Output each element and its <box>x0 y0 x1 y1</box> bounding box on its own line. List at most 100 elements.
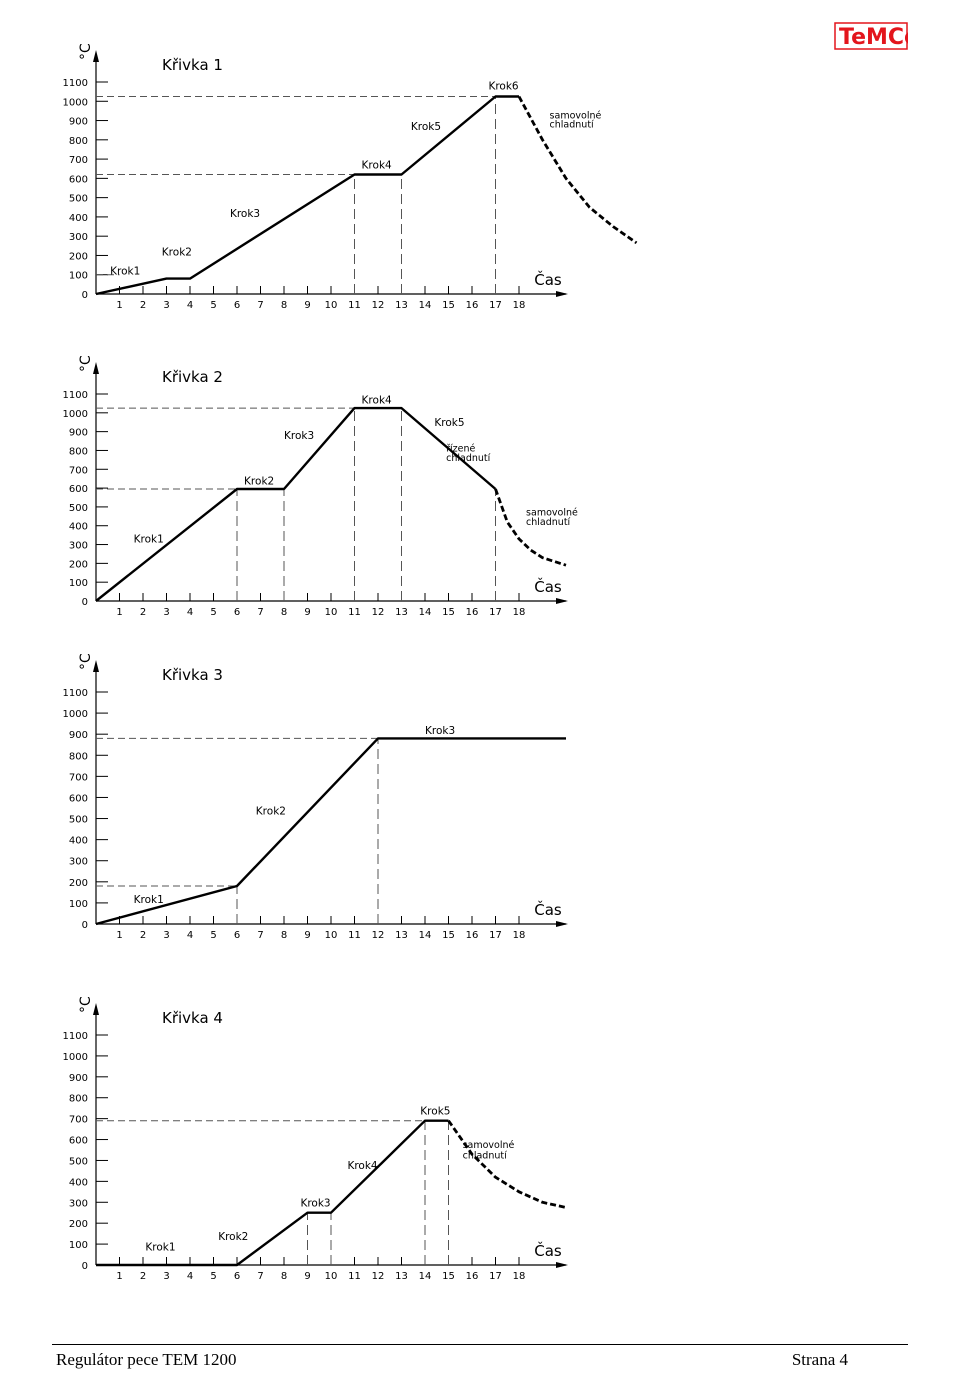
y-tick-label: 300 <box>69 232 88 243</box>
y-tick-label: 1000 <box>63 97 88 108</box>
y-tick-label: 500 <box>69 815 88 826</box>
y-tick-label: 200 <box>69 559 88 570</box>
temco-logo: TeMCo <box>834 22 919 50</box>
y-tick-label: 400 <box>69 213 88 224</box>
y-axis-unit-label: °C <box>78 355 94 372</box>
step-label: Krok2 <box>218 1231 248 1243</box>
footer-page-number: Strana 4 <box>791 1350 848 1369</box>
x-tick-label: 12 <box>372 607 385 618</box>
y-tick-label: 200 <box>69 878 88 889</box>
step-label: chladnutí <box>463 1150 508 1161</box>
y-tick-label: 800 <box>69 1094 88 1105</box>
x-axis-label: Čas <box>534 577 562 596</box>
y-tick-label: 0 <box>82 1261 88 1272</box>
x-tick-label: 14 <box>419 300 432 311</box>
x-tick-label: 8 <box>281 930 287 941</box>
step-label: chladnutí <box>446 453 491 464</box>
y-axis-unit-label: °C <box>78 43 94 60</box>
x-tick-label: 13 <box>395 607 408 618</box>
x-tick-label: 3 <box>163 300 169 311</box>
x-tick-label: 3 <box>163 930 169 941</box>
x-axis-arrow <box>556 291 568 297</box>
step-label: chladnutí <box>526 517 571 528</box>
x-tick-label: 13 <box>395 1271 408 1282</box>
x-tick-label: 3 <box>163 607 169 618</box>
y-tick-label: 700 <box>69 1115 88 1126</box>
y-tick-label: 700 <box>69 772 88 783</box>
y-axis-arrow <box>93 50 99 62</box>
step-label: Krok1 <box>145 1241 175 1253</box>
step-label: Krok2 <box>244 475 274 487</box>
x-tick-label: 3 <box>163 1271 169 1282</box>
step-label: Krok4 <box>362 160 392 172</box>
y-tick-label: 800 <box>69 446 88 457</box>
x-tick-label: 4 <box>187 300 193 311</box>
y-tick-label: 1100 <box>63 1031 88 1042</box>
step-label: Krok3 <box>425 725 455 737</box>
x-tick-label: 14 <box>419 607 432 618</box>
step-label: Krok3 <box>300 1197 330 1209</box>
y-tick-label: 500 <box>69 194 88 205</box>
step-label: Krok3 <box>284 430 314 442</box>
x-tick-label: 14 <box>419 930 432 941</box>
y-tick-label: 100 <box>69 1240 88 1251</box>
y-tick-label: 100 <box>69 271 88 282</box>
x-tick-label: 18 <box>513 1271 526 1282</box>
step-label: Krok5 <box>411 121 441 133</box>
step-label: Krok1 <box>110 266 140 278</box>
y-tick-label: 700 <box>69 155 88 166</box>
y-tick-label: 1000 <box>63 709 88 720</box>
y-tick-label: 200 <box>69 251 88 262</box>
x-tick-label: 7 <box>257 930 263 941</box>
step-label: Krok5 <box>434 417 464 429</box>
x-tick-label: 12 <box>372 930 385 941</box>
y-tick-label: 800 <box>69 751 88 762</box>
step-label: Krok1 <box>134 894 164 906</box>
x-tick-label: 1 <box>116 300 122 311</box>
x-tick-label: 12 <box>372 300 385 311</box>
x-tick-label: 7 <box>257 300 263 311</box>
x-tick-label: 5 <box>210 607 216 618</box>
x-axis-label: Čas <box>534 900 562 919</box>
step-label: řízené <box>446 443 475 454</box>
y-tick-label: 900 <box>69 730 88 741</box>
step-label: samovolné <box>526 507 578 518</box>
y-tick-label: 0 <box>82 597 88 608</box>
y-tick-label: 400 <box>69 522 88 533</box>
x-tick-label: 16 <box>466 300 479 311</box>
x-tick-label: 15 <box>442 930 455 941</box>
y-tick-label: 600 <box>69 1136 88 1147</box>
step-label: Krok6 <box>488 81 518 93</box>
x-tick-label: 17 <box>489 930 502 941</box>
y-tick-label: 0 <box>82 290 88 301</box>
x-tick-label: 4 <box>187 1271 193 1282</box>
footer-rule <box>52 1344 908 1345</box>
x-tick-label: 11 <box>348 1271 361 1282</box>
x-tick-label: 10 <box>325 930 338 941</box>
series-line-solid <box>95 737 566 926</box>
x-tick-label: 9 <box>304 607 310 618</box>
series-line-solid <box>95 95 519 296</box>
y-tick-label: 1100 <box>63 688 88 699</box>
x-tick-label: 2 <box>140 607 146 618</box>
y-tick-label: 500 <box>69 503 88 514</box>
chart-title: Křivka 1 <box>162 56 223 74</box>
x-tick-label: 14 <box>419 1271 432 1282</box>
x-tick-label: 4 <box>187 930 193 941</box>
series-line-solid <box>95 406 497 602</box>
x-tick-label: 5 <box>210 1271 216 1282</box>
x-tick-label: 10 <box>325 1271 338 1282</box>
x-axis-arrow <box>556 921 568 927</box>
x-tick-label: 7 <box>257 1271 263 1282</box>
x-tick-label: 17 <box>489 300 502 311</box>
y-tick-label: 300 <box>69 1198 88 1209</box>
logo-frame <box>834 22 908 50</box>
x-tick-label: 6 <box>234 607 240 618</box>
chart-title: Křivka 2 <box>162 368 223 386</box>
y-axis-unit-label: °C <box>78 996 94 1013</box>
y-tick-label: 900 <box>69 428 88 439</box>
x-axis-arrow <box>556 598 568 604</box>
